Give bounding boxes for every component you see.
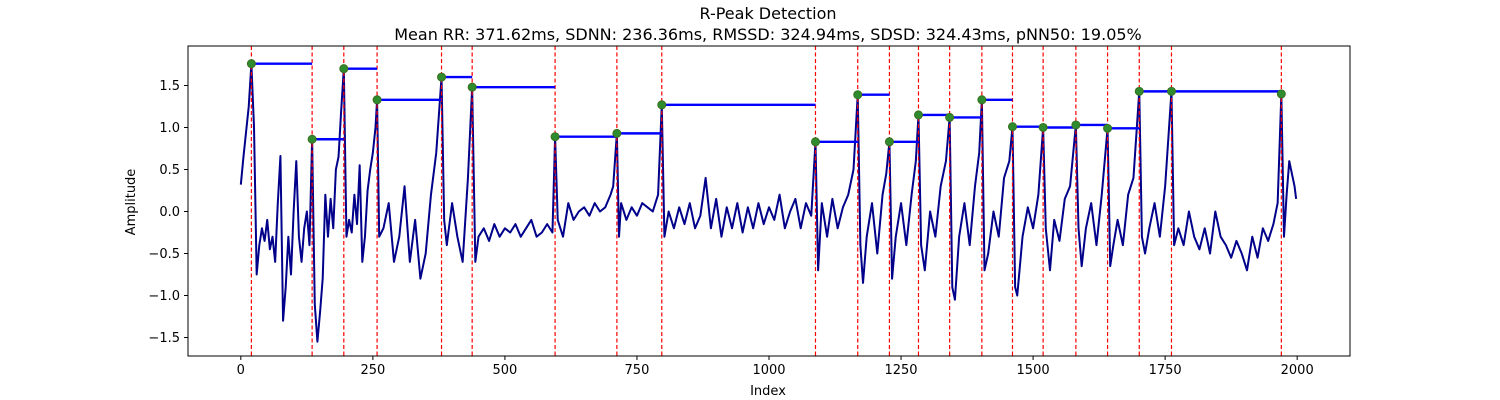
r-peak-marker <box>437 72 447 82</box>
y-axis-label: Amplitude <box>124 169 139 236</box>
x-tick-label: 1500 <box>1017 363 1050 378</box>
r-peak-marker <box>1166 86 1176 96</box>
r-peak-marker <box>467 82 477 92</box>
x-tick-label: 250 <box>360 363 385 378</box>
r-peak-marker <box>1276 89 1286 99</box>
x-tick-label: 750 <box>625 363 650 378</box>
r-peak-marker <box>246 59 256 69</box>
x-tick-label: 1250 <box>884 363 917 378</box>
y-tick-label: 0.0 <box>159 205 180 220</box>
r-peak-marker <box>913 110 923 120</box>
chart-subtitle: Mean RR: 371.62ms, SDNN: 236.36ms, RMSSD… <box>394 25 1142 44</box>
x-tick-label: 1000 <box>752 363 785 378</box>
x-tick-label: 2000 <box>1281 363 1314 378</box>
r-peak-marker <box>307 134 317 144</box>
r-peak-marker <box>339 64 349 74</box>
x-axis-label: Index <box>750 384 786 399</box>
r-peak-marker <box>1103 123 1113 133</box>
r-peak-marker <box>372 95 382 105</box>
chart-title: R-Peak Detection <box>699 4 836 23</box>
plot-area: 0 250 500 750 1000 1250 1500 1750 2000 −1.5 −1.0 −0… <box>148 45 1351 378</box>
x-tick-label: 0 <box>237 363 245 378</box>
r-peak-marker <box>1038 122 1048 132</box>
x-tick-label: 500 <box>492 363 517 378</box>
r-peak-marker <box>612 128 622 138</box>
r-peak-marker <box>945 112 955 122</box>
y-tick-label: −1.5 <box>148 331 180 346</box>
r-peak-marker <box>977 95 987 105</box>
y-tick-label: 0.5 <box>159 163 180 178</box>
r-peak-marker <box>1071 120 1081 130</box>
r-peak-marker <box>1007 122 1017 132</box>
r-peak-marker <box>884 137 894 147</box>
y-tick-label: −0.5 <box>148 247 180 262</box>
y-tick-label: 1.0 <box>159 121 180 136</box>
r-peak-marker <box>853 90 863 100</box>
x-tick-label: 1750 <box>1149 363 1182 378</box>
r-peak-marker <box>657 100 667 110</box>
y-tick-label: −1.0 <box>148 289 180 304</box>
r-peak-marker <box>1134 86 1144 96</box>
r-peak-marker <box>810 137 820 147</box>
y-tick-label: 1.5 <box>159 79 180 94</box>
r-peak-marker <box>550 132 560 142</box>
